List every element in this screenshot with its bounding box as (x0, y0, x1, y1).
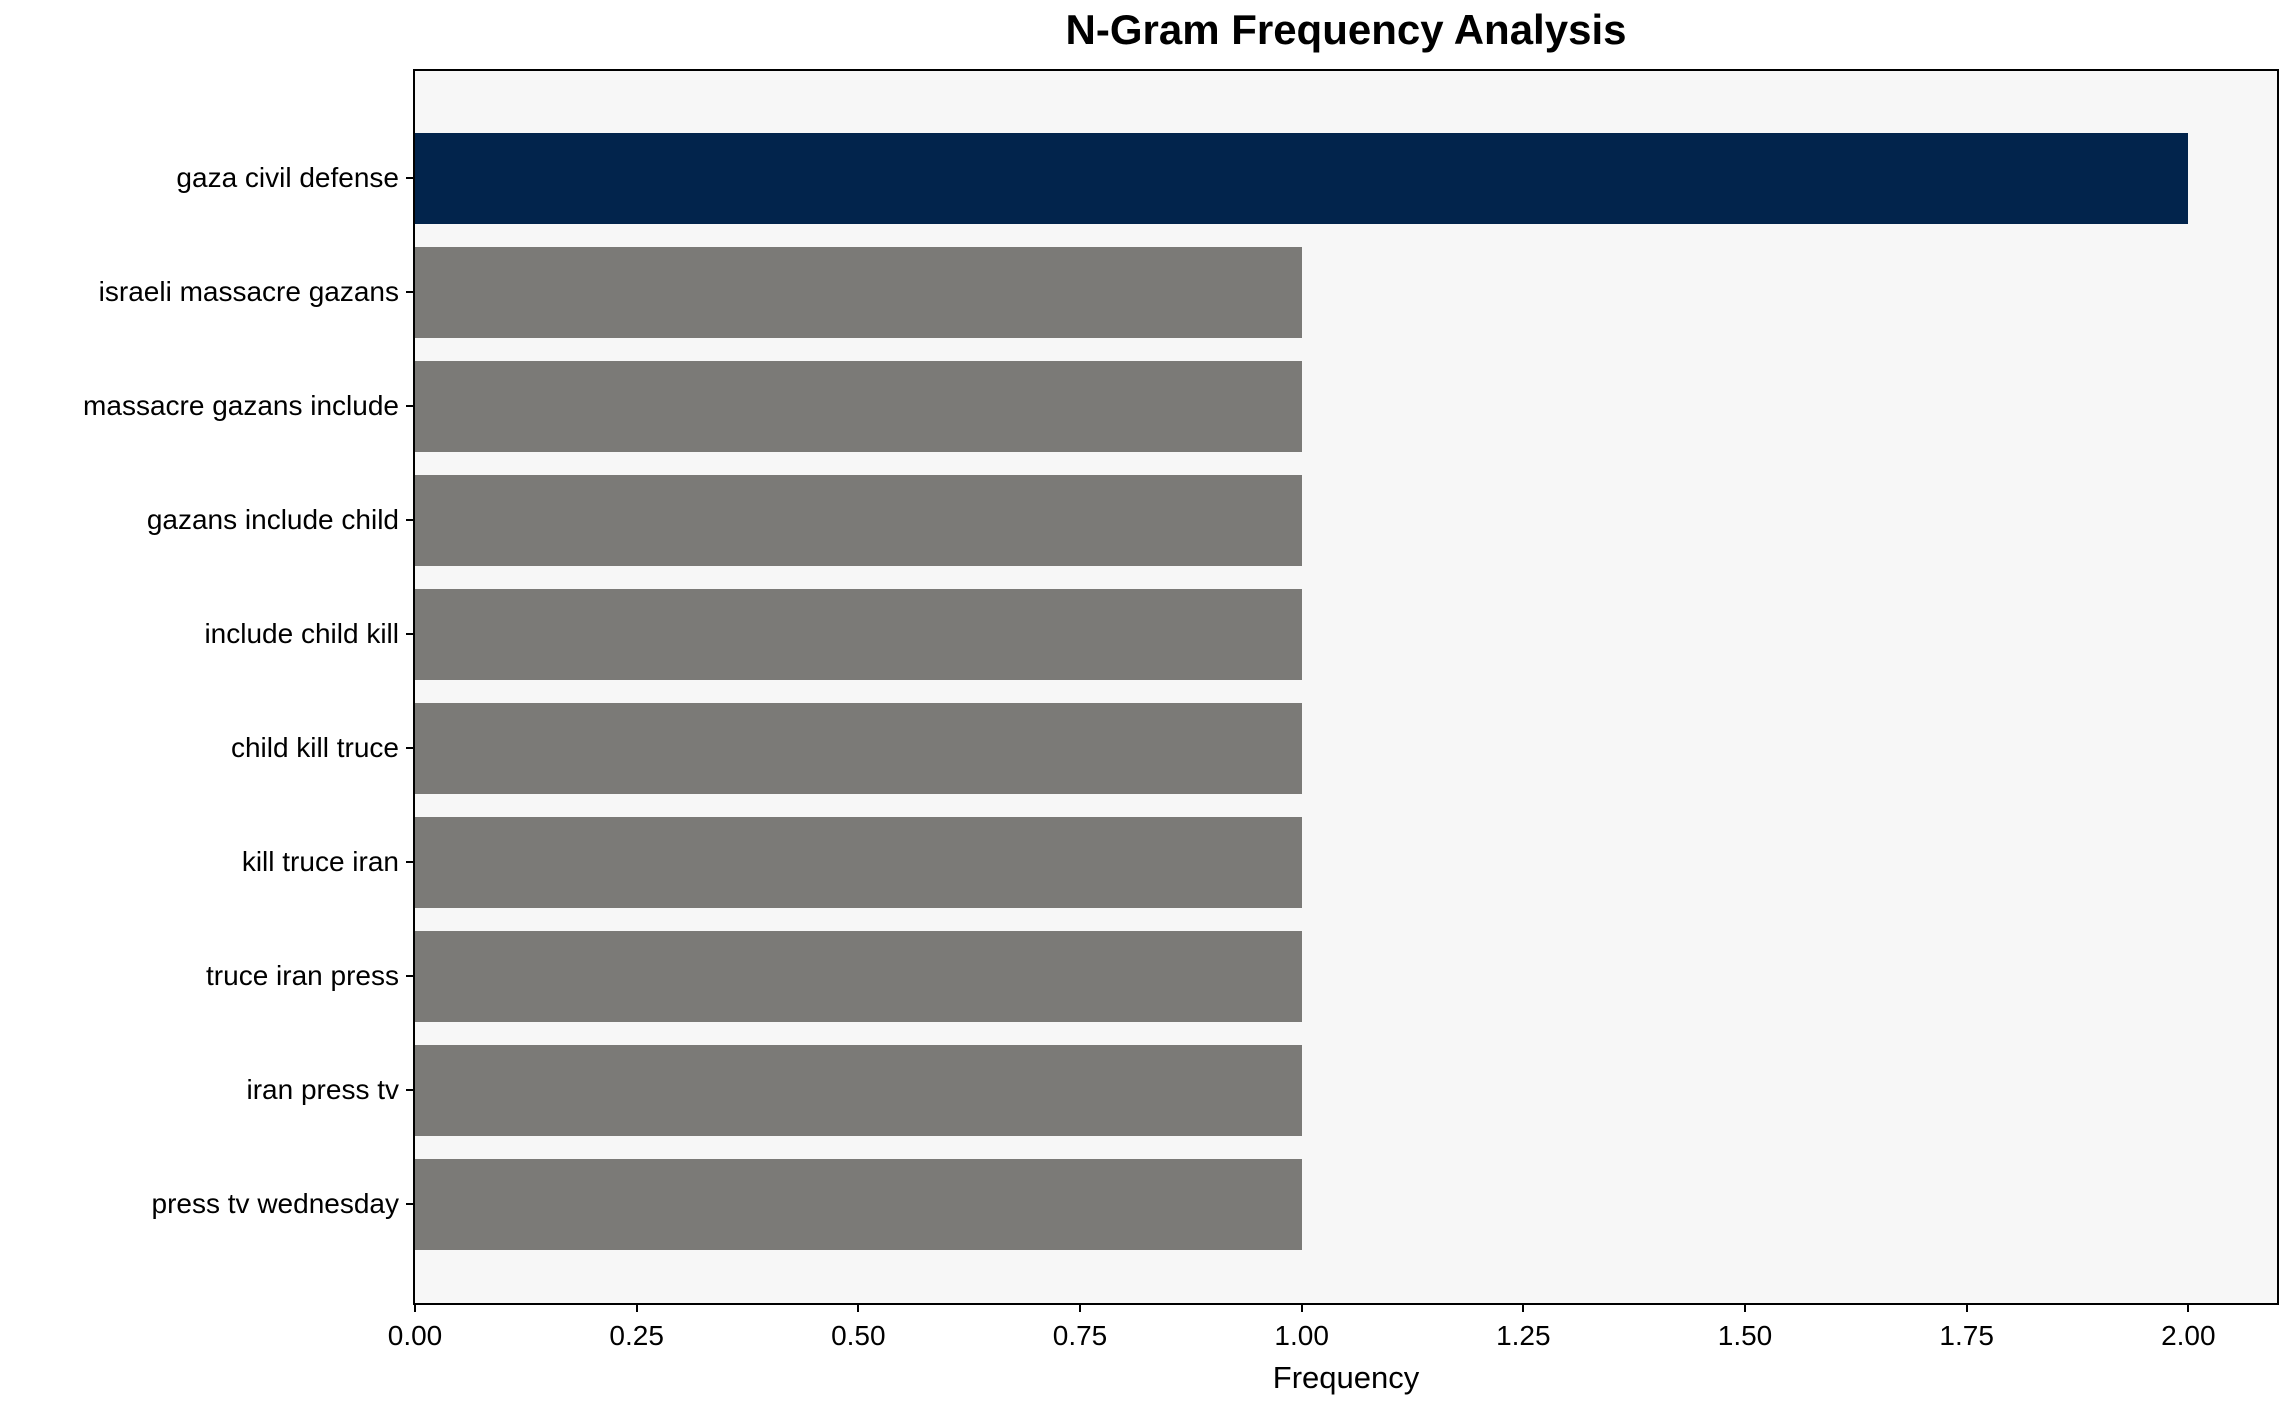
y-tick-mark (406, 291, 415, 293)
x-tick-label: 0.50 (831, 1320, 886, 1351)
x-tick-label: 1.00 (1274, 1320, 1329, 1351)
y-tick-label: gaza civil defense (176, 162, 399, 193)
x-tick-label: 1.75 (1939, 1320, 1994, 1351)
x-tick-mark (2187, 1303, 2190, 1312)
bar-9 (415, 1158, 1302, 1250)
y-tick-label: child kill truce (230, 732, 399, 763)
bar-7 (415, 930, 1302, 1022)
x-tick-mark (1522, 1303, 1525, 1312)
x-tick-mark (857, 1303, 860, 1312)
y-tick-mark (406, 519, 415, 521)
x-tick-label: 0.00 (387, 1320, 443, 1351)
y-tick-label: massacre gazans include (83, 390, 399, 421)
bar-6 (415, 816, 1302, 908)
x-tick-label: 0.75 (1052, 1320, 1108, 1351)
y-tick-mark (406, 633, 415, 635)
bar-0 (415, 132, 2189, 224)
y-tick-mark (406, 1203, 415, 1205)
y-tick-label: press tv wednesday (151, 1188, 399, 1219)
y-tick-label: gazans include child (146, 504, 399, 535)
x-tick-mark (1079, 1303, 1081, 1312)
x-tick-label: 0.25 (609, 1320, 664, 1351)
bar-8 (415, 1044, 1302, 1136)
x-tick-mark (1744, 1303, 1746, 1312)
y-tick-label: truce iran press (206, 960, 399, 991)
x-axis-title: Frequency (1272, 1360, 1420, 1395)
x-tick-label: 2.00 (2161, 1320, 2216, 1351)
bar-2 (415, 360, 1302, 452)
y-tick-mark (406, 405, 415, 407)
y-tick-label: kill truce iran (241, 846, 399, 877)
bar-5 (415, 702, 1302, 794)
y-tick-mark (406, 1089, 415, 1091)
y-tick-mark (406, 177, 415, 179)
bar-4 (415, 588, 1302, 680)
x-tick-mark (1300, 1303, 1303, 1312)
x-tick-mark (635, 1303, 638, 1312)
y-tick-label: include child kill (204, 618, 399, 649)
chart-title: N-Gram Frequency Analysis (1065, 6, 1627, 53)
y-tick-label: israeli massacre gazans (98, 276, 399, 307)
x-tick-mark (414, 1303, 416, 1312)
x-tick-label: 1.50 (1717, 1320, 1773, 1351)
y-tick-mark (406, 861, 415, 863)
x-tick-label: 1.25 (1496, 1320, 1551, 1351)
y-tick-label: iran press tv (246, 1074, 400, 1105)
bar-1 (415, 246, 1302, 338)
x-tick-mark (1965, 1303, 1968, 1312)
plot-area (413, 69, 2279, 1305)
bar-3 (415, 474, 1302, 566)
y-tick-mark (406, 747, 415, 749)
y-tick-mark (406, 975, 415, 977)
